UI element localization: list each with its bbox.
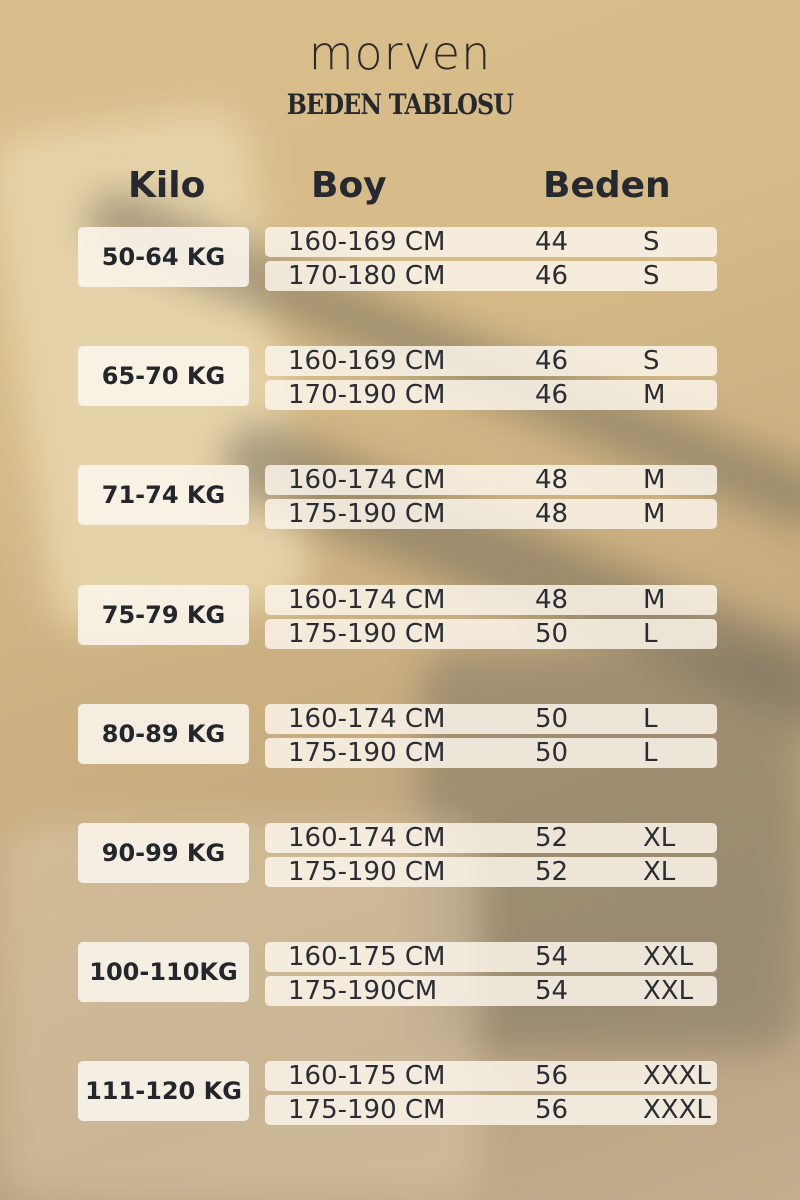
- size-number: 54: [535, 976, 569, 1007]
- table-row: 175-190 CM 48 M: [265, 499, 717, 530]
- table-row: 160-174 CM 52 XL: [265, 823, 717, 853]
- weight-range: 50-64 KG: [78, 227, 249, 287]
- height-range: 160-175 CM: [288, 1061, 446, 1092]
- header-beden: Beden: [543, 165, 671, 206]
- size-letter: L: [643, 618, 658, 649]
- size-letter: XXL: [643, 976, 694, 1007]
- size-letter: L: [643, 737, 658, 768]
- weight-range: 111-120 KG: [78, 1061, 249, 1122]
- size-letter: L: [643, 703, 658, 734]
- height-range: 175-190 CM: [288, 499, 446, 530]
- height-range: 170-180 CM: [288, 261, 446, 291]
- size-number: 50: [535, 737, 569, 768]
- table-row: 170-180 CM 46 S: [265, 261, 717, 291]
- weight-range: 71-74 KG: [78, 465, 249, 526]
- height-range: 175-190 CM: [288, 857, 446, 887]
- height-range: 160-174 CM: [288, 584, 446, 615]
- size-number: 48: [535, 499, 569, 530]
- size-number: 46: [535, 261, 569, 291]
- height-range: 160-174 CM: [288, 465, 446, 496]
- table-row: 175-190 CM 50 L: [265, 737, 717, 768]
- table-row: 160-174 CM 50 L: [265, 703, 717, 734]
- size-letter: M: [643, 380, 666, 411]
- table-row: 160-174 CM 48 M: [265, 584, 717, 615]
- size-number: 46: [535, 346, 569, 377]
- table-row: 175-190CM 54 XXL: [265, 976, 717, 1007]
- size-number: 56: [535, 1095, 569, 1126]
- height-range: 170-190 CM: [288, 380, 446, 411]
- table-row: 160-174 CM 48 M: [265, 465, 717, 496]
- size-number: 56: [535, 1061, 569, 1092]
- size-letter: XXXL: [643, 1061, 711, 1092]
- weight-range: 100-110KG: [78, 942, 249, 1003]
- table-row: 160-175 CM 56 XXXL: [265, 1061, 717, 1092]
- table-row: 160-175 CM 54 XXL: [265, 942, 717, 973]
- height-range: 160-175 CM: [288, 942, 446, 973]
- size-letter: S: [643, 261, 660, 291]
- page-title: BEDEN TABLOSU: [286, 88, 514, 121]
- size-letter: M: [643, 499, 666, 530]
- size-number: 48: [535, 584, 569, 615]
- size-letter: XL: [643, 823, 676, 853]
- size-number: 46: [535, 380, 569, 411]
- table-row: 170-190 CM 46 M: [265, 380, 717, 411]
- size-number: 50: [535, 703, 569, 734]
- size-number: 54: [535, 942, 569, 973]
- size-number: 50: [535, 618, 569, 649]
- height-range: 160-174 CM: [288, 703, 446, 734]
- size-letter: XL: [643, 857, 676, 887]
- height-range: 175-190CM: [288, 976, 438, 1007]
- size-letter: XXXL: [643, 1095, 711, 1126]
- table-row: 175-190 CM 50 L: [265, 618, 717, 649]
- size-number: 48: [535, 465, 569, 496]
- weight-range: 90-99 KG: [78, 823, 249, 883]
- height-range: 175-190 CM: [288, 618, 446, 649]
- size-number: 52: [535, 823, 569, 853]
- header-kilo: Kilo: [128, 165, 206, 206]
- size-letter: M: [643, 465, 666, 496]
- table-row: 175-190 CM 52 XL: [265, 857, 717, 887]
- size-number: 44: [535, 227, 569, 257]
- height-range: 175-190 CM: [288, 737, 446, 768]
- height-range: 160-169 CM: [288, 227, 446, 257]
- table-row: 160-169 CM 46 S: [265, 346, 717, 377]
- size-letter: XXL: [643, 942, 694, 973]
- height-range: 160-174 CM: [288, 823, 446, 853]
- brand-logo: morven: [308, 26, 492, 80]
- size-letter: S: [643, 227, 660, 257]
- height-range: 175-190 CM: [288, 1095, 446, 1126]
- header-boy: Boy: [311, 165, 387, 206]
- table-row: 175-190 CM 56 XXXL: [265, 1095, 717, 1126]
- weight-range: 80-89 KG: [78, 703, 249, 764]
- weight-range: 65-70 KG: [78, 346, 249, 407]
- weight-range: 75-79 KG: [78, 584, 249, 645]
- height-range: 160-169 CM: [288, 346, 446, 377]
- size-letter: S: [643, 346, 660, 377]
- table-row: 160-169 CM 44 S: [265, 227, 717, 257]
- size-letter: M: [643, 584, 666, 615]
- size-number: 52: [535, 857, 569, 887]
